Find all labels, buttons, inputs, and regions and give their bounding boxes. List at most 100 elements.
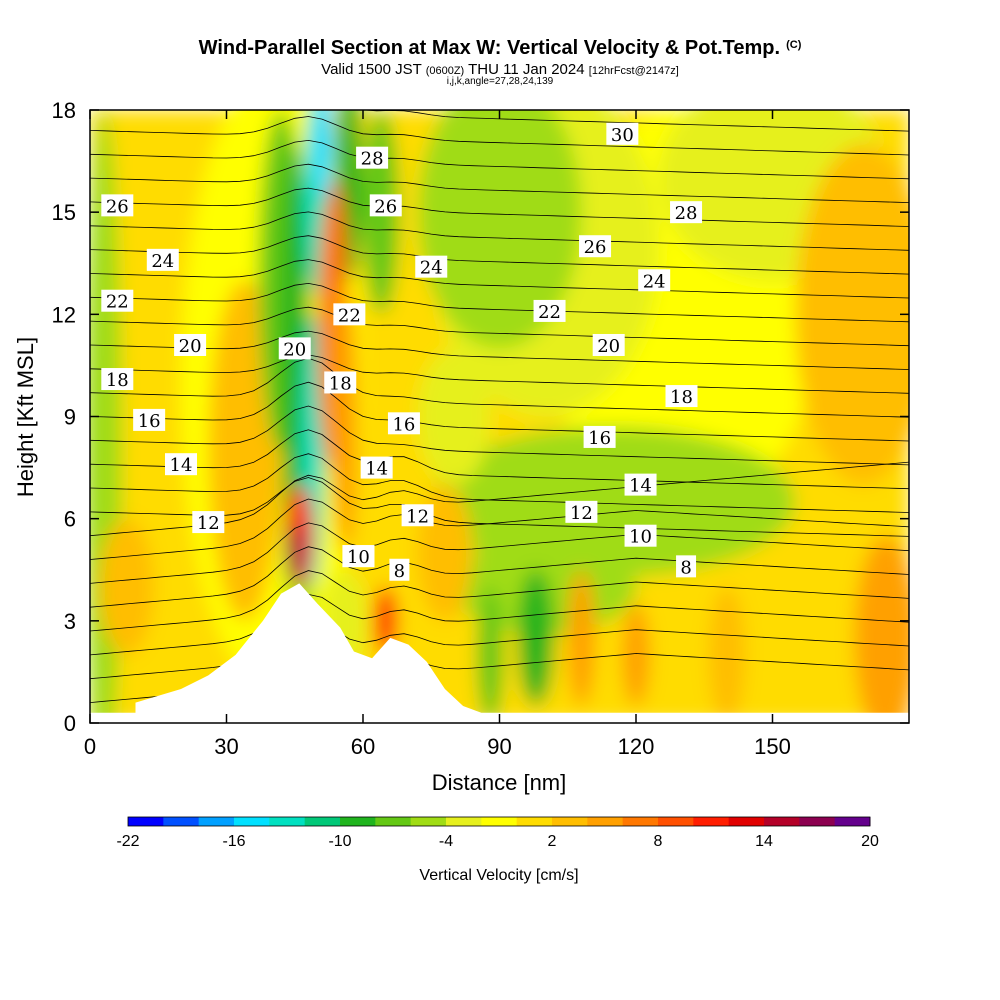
colorbar-swatch: [728, 817, 765, 826]
contour-label-28: 28: [670, 201, 703, 224]
contour-label-text: 10: [629, 527, 652, 548]
contour-label-bg: [606, 122, 639, 145]
contour-label-bg: [342, 545, 375, 568]
contour-label-bg: [565, 500, 598, 523]
valid-prefix: Valid 1500 JST: [321, 61, 422, 78]
colorbar-swatch: [446, 817, 482, 826]
theta-contour-line: [90, 381, 909, 442]
x-tick-label: 120: [618, 734, 655, 759]
field-blob: [567, 569, 596, 706]
contour-label-28: 28: [356, 146, 389, 170]
theta-contour-line: [90, 211, 909, 251]
contour-label-10: 10: [342, 545, 375, 568]
contour-label-text: 14: [170, 455, 193, 476]
valid-utc: (0600Z): [425, 65, 465, 77]
y-tick-label: 3: [64, 609, 76, 634]
y-tick-label: 6: [64, 507, 76, 532]
x-axis-label: Distance [nm]: [432, 770, 567, 795]
contour-label-bg: [533, 299, 566, 322]
field-blob: [417, 110, 582, 349]
field-blob: [795, 144, 909, 485]
contour-label-16: 16: [133, 408, 166, 432]
colorbar-swatch: [198, 817, 235, 826]
contour-label-24: 24: [638, 269, 671, 292]
colorbar: -22 -16 -10 -4 2 8 14 20: [116, 816, 879, 850]
plot-area: 8 10 12 14 16 18 20 22 24 26 28 30 8 10 12 14 16 18 20 22 24…: [90, 69, 909, 723]
contour-label-text: 12: [570, 503, 593, 524]
theta-contour-line: [90, 306, 909, 347]
contour-label-16: 16: [583, 425, 616, 449]
contour-label-10: 10: [624, 524, 657, 548]
contour-label-bg: [146, 248, 179, 271]
valid-time: Valid 1500 JST (0600Z) THU 11 Jan 2024 […: [0, 61, 1000, 78]
field-blob: [708, 586, 746, 723]
contour-label-14: 14: [624, 473, 657, 497]
contour-label-text: 8: [394, 561, 405, 582]
theta-contour-line: [90, 282, 909, 323]
contour-label-22: 22: [333, 303, 366, 326]
contour-label-bg: [133, 408, 166, 431]
colorbar-swatch: [587, 817, 624, 826]
theta-contour-line: [90, 593, 909, 656]
theta-contour-line: [90, 139, 909, 180]
colorbar-frame: [127, 816, 871, 827]
y-tick-label: 18: [52, 98, 76, 123]
field-blob: [99, 518, 154, 655]
contour-label-text: 20: [597, 336, 620, 357]
x-tick-label: 0: [84, 734, 96, 759]
contour-label-text: 14: [629, 476, 652, 497]
theta-contour-line: [90, 461, 909, 537]
theta-contour-line: [90, 570, 909, 632]
contour-label-bg: [387, 412, 420, 435]
contour-label-bg: [670, 201, 703, 224]
contour-label-26: 26: [579, 235, 612, 258]
colorbar-swatch: [163, 817, 200, 826]
colorbar-swatch: [834, 817, 871, 826]
contour-label-18: 18: [101, 368, 134, 391]
theta-contour-line: [90, 453, 909, 513]
contour-label-bg: [192, 511, 225, 534]
y-axis-label: Height [Kft MSL]: [13, 337, 38, 497]
contour-label-text: 18: [106, 370, 129, 391]
contour-label-text: 24: [420, 258, 443, 279]
contour-label-bg: [676, 555, 697, 578]
contour-label-text: 24: [151, 251, 174, 272]
contour-label-bg: [369, 194, 402, 217]
contour-label-12: 12: [401, 504, 434, 527]
colorbar-swatch: [799, 817, 836, 826]
contour-label-bg: [174, 333, 207, 356]
colorbar-tick-label: 20: [861, 833, 879, 850]
colorbar-tick-label: -4: [439, 833, 453, 850]
contour-label-text: 16: [392, 414, 415, 435]
contour-label-20: 20: [278, 337, 311, 360]
colorbar-label: Vertical Velocity [cm/s]: [419, 867, 578, 884]
contour-label-text: 30: [611, 125, 634, 146]
contour-label-text: 18: [670, 387, 693, 408]
title-suffix: (C): [786, 39, 802, 51]
contour-label-bg: [624, 524, 657, 547]
y-tick-label: 0: [64, 711, 76, 736]
contour-label-bg: [592, 333, 625, 356]
theta-contour-line: [90, 116, 909, 156]
contour-label-text: 20: [179, 336, 202, 357]
contour-label-text: 22: [338, 305, 361, 326]
contour-label-bg: [356, 146, 389, 169]
colorbar-swatch: [269, 817, 306, 826]
field-blob: [374, 586, 398, 655]
contour-label-text: 16: [588, 428, 611, 449]
contour-label-bg: [401, 504, 434, 527]
theta-contour-line: [90, 187, 909, 227]
theta-contour-line: [90, 69, 909, 107]
contour-label-text: 26: [584, 237, 607, 258]
contour-label-bg: [101, 368, 134, 391]
field-blob: [431, 426, 796, 577]
contour-label-text: 28: [675, 203, 698, 224]
theta-contour-line: [90, 330, 909, 370]
contour-label-24: 24: [415, 255, 448, 279]
contour-label-bg: [579, 235, 612, 258]
colorbar-swatch: [340, 817, 376, 826]
contour-label-text: 8: [680, 557, 691, 578]
theta-contour-line: [90, 235, 909, 275]
colorbar-swatch: [375, 817, 412, 826]
